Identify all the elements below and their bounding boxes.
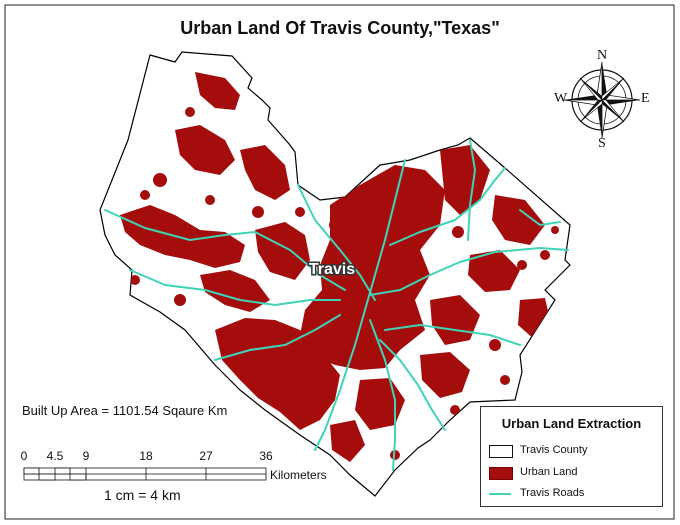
urban-east-2 (468, 250, 520, 292)
urban-land-layer (120, 72, 559, 462)
urban-west (120, 205, 245, 268)
road-east-2 (384, 324, 521, 346)
neatline (4, 4, 675, 520)
compass-south-label: S (598, 136, 606, 151)
scale-tick-label: 9 (82, 449, 90, 463)
compass-north-label: N (597, 48, 608, 63)
urban-north-ridge (240, 145, 290, 200)
built-up-area-text: Built Up Area = 1101.54 Sqaure Km (22, 403, 228, 418)
scale-bar (23, 467, 267, 481)
urban-southeast (420, 352, 470, 398)
road-south (369, 319, 396, 471)
legend-swatch-urban (489, 467, 513, 480)
road-southeast (379, 339, 446, 431)
map-label-travis: Travis (309, 261, 355, 278)
map-title: Urban Land Of Travis County,"Texas" (180, 18, 500, 38)
compass-east-label: E (641, 91, 650, 106)
urban-southwest (215, 318, 340, 430)
legend-swatch-county (489, 445, 513, 458)
urban-east-1 (492, 195, 545, 245)
road-west-2 (129, 269, 341, 306)
legend-label-roads: Travis Roads (520, 487, 585, 499)
scale-tick-label: 4.5 (46, 449, 64, 463)
road-northeast-2 (467, 139, 476, 241)
scale-tick-label: 0 (20, 449, 28, 463)
legend-swatch-roads (489, 493, 511, 495)
urban-south-2 (330, 420, 365, 462)
urban-central-west (255, 222, 310, 280)
road-far-east (519, 209, 561, 226)
road-north-south (314, 159, 406, 451)
urban-scatter (130, 107, 559, 460)
scale-tick-label: 36 (259, 449, 273, 463)
compass-west-label: W (554, 91, 568, 106)
scale-tick-label: 18 (139, 449, 153, 463)
urban-northeast (440, 145, 490, 215)
legend: Urban Land Extraction Travis County Urba… (480, 406, 663, 507)
legend-label-urban: Urban Land (520, 466, 578, 478)
road-northeast (389, 167, 506, 246)
scale-tick-label: 27 (199, 449, 213, 463)
scale-ratio-text: 1 cm = 4 km (104, 487, 181, 503)
road-east (369, 247, 569, 296)
scale-unit-label: Kilometers (270, 468, 327, 482)
road-west (104, 209, 346, 291)
urban-north-lake (175, 125, 235, 175)
urban-northwest (195, 72, 240, 110)
legend-title: Urban Land Extraction (501, 416, 642, 431)
road-southwest (214, 314, 341, 361)
legend-label-county: Travis County (520, 444, 588, 456)
road-northwest (297, 184, 376, 301)
compass-rose (563, 61, 641, 139)
roads-layer (104, 139, 569, 471)
